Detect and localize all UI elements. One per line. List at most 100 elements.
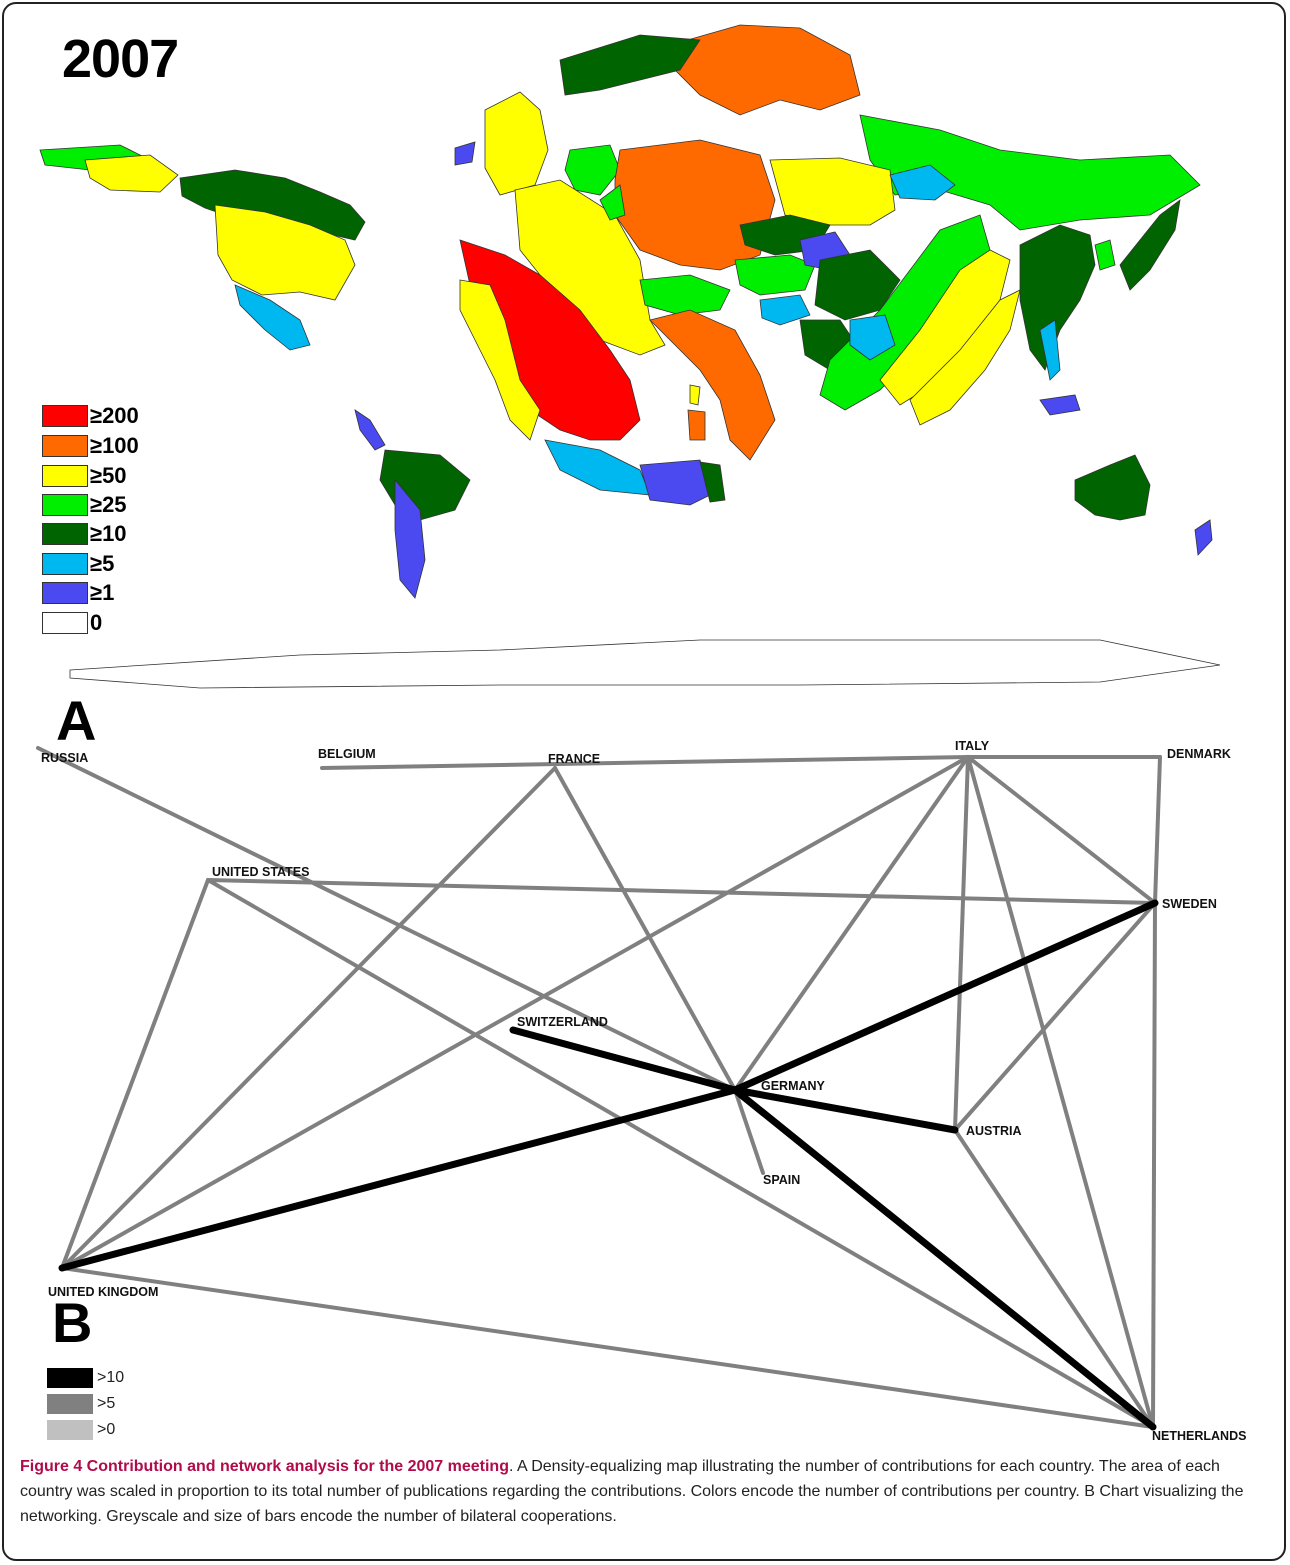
- network-edge-united_kingdom-netherlands: [60, 1266, 1155, 1429]
- legend-swatch: [42, 435, 88, 457]
- map-region-sardinia: [687, 409, 706, 441]
- legend-label: >5: [97, 1395, 116, 1412]
- network-edge-italy-austria: [953, 755, 970, 1132]
- map-region-chile-argentina: [394, 478, 426, 599]
- node-spain: SPAIN: [763, 1173, 801, 1187]
- map-legend-item: ≥1: [42, 579, 262, 607]
- node-france: FRANCE: [548, 752, 601, 766]
- legend-label: >10: [97, 1369, 125, 1386]
- node-switzerland: SWITZERLAND: [517, 1015, 608, 1029]
- node-denmark: DENMARK: [1167, 747, 1231, 761]
- legend-swatch: [42, 612, 88, 634]
- map-region-canada: [179, 169, 366, 241]
- density-equalizing-map: [39, 24, 1221, 689]
- map-region-denmark: [564, 144, 621, 196]
- network-edge-france-germany: [553, 766, 737, 1092]
- legend-swatch: [47, 1394, 93, 1414]
- map-region-austria: [734, 254, 816, 296]
- network-edge-italy-germany: [733, 755, 970, 1092]
- map-region-usa: [214, 204, 356, 301]
- map-region-korea: [1094, 239, 1116, 271]
- map-region-belgium: [599, 184, 626, 221]
- legend-swatch: [42, 465, 88, 487]
- network-edge-germany-netherlands: [731, 1086, 1157, 1431]
- legend-swatch: [42, 523, 88, 545]
- map-year-title: 2007: [62, 29, 179, 89]
- network-edge-germany-spain: [733, 1088, 765, 1175]
- map-region-south-asia: [909, 289, 1021, 426]
- legend-label: ≥100: [90, 433, 139, 458]
- network-edge-switzerland-germany: [509, 1026, 739, 1094]
- map-legend-item: 0: [42, 609, 262, 637]
- network-edge-germany-austria: [731, 1086, 959, 1134]
- network-legend-item: >0: [47, 1418, 207, 1442]
- map-region-new-zealand: [1194, 519, 1213, 556]
- legend-swatch: [47, 1420, 93, 1440]
- map-region-southeast-asia: [1039, 319, 1061, 381]
- map-region-central-america: [354, 409, 386, 451]
- legend-swatch: [42, 582, 88, 604]
- map-region-japan: [1119, 199, 1181, 291]
- map-region-australia: [1074, 454, 1151, 521]
- network-edge-united_states-united_kingdom: [60, 878, 210, 1270]
- node-belgium: BELGIUM: [318, 747, 376, 761]
- network-edge-sweden-netherlands: [1151, 901, 1157, 1429]
- network-legend-item: >5: [47, 1392, 207, 1416]
- network-edge-france-united_kingdom: [60, 766, 557, 1270]
- map-region-corsica: [689, 384, 701, 406]
- network-edge-italy-netherlands: [966, 755, 1155, 1429]
- network-edge-austria-netherlands: [953, 1128, 1155, 1429]
- legend-label: >0: [97, 1421, 116, 1438]
- map-legend-item: ≥50: [42, 462, 262, 490]
- map-legend-item: ≥200: [42, 402, 262, 430]
- network-edge-united_states-sweden: [206, 878, 1157, 905]
- map-legend-item: ≥100: [42, 432, 262, 460]
- map-region-alaska: [84, 154, 179, 193]
- node-sweden: SWEDEN: [1162, 897, 1217, 911]
- map-region-sweden: [559, 34, 701, 96]
- map-region-portugal: [459, 279, 541, 441]
- node-russia: RUSSIA: [41, 751, 89, 765]
- legend-swatch: [47, 1368, 93, 1388]
- caption-body: . A Density-equalizing map illustrating …: [20, 1458, 1244, 1525]
- map-region-iran: [889, 164, 956, 201]
- map-legend-item: ≥10: [42, 520, 262, 548]
- network-edge-sweden-austria: [953, 901, 1157, 1132]
- panel-b-label: B: [52, 1291, 93, 1354]
- map-region-antarctica: [69, 639, 1221, 689]
- node-italy: ITALY: [955, 739, 990, 753]
- map-region-egypt: [639, 459, 711, 506]
- map-region-norway-finland: [669, 24, 861, 116]
- map-region-china: [1019, 224, 1096, 371]
- map-legend-item: ≥5: [42, 550, 262, 578]
- map-region-libya: [699, 461, 726, 503]
- network-edge-germany-sweden: [731, 899, 1159, 1094]
- network-edge-belgium-italy: [320, 755, 970, 770]
- map-region-italy: [649, 309, 776, 461]
- node-germany: GERMANY: [761, 1079, 825, 1093]
- network-edge-italy-sweden: [966, 755, 1157, 905]
- map-region-hungary: [759, 294, 811, 326]
- legend-swatch: [42, 553, 88, 575]
- legend-swatch: [42, 494, 88, 516]
- network-edge-united_states-netherlands: [206, 878, 1155, 1429]
- legend-label: ≥10: [90, 521, 127, 546]
- map-region-switzerland: [639, 274, 731, 316]
- node-netherlands: NETHERLANDS: [1152, 1429, 1247, 1443]
- legend-label: ≥1: [90, 580, 115, 605]
- legend-label: ≥5: [90, 551, 115, 576]
- map-region-indonesia: [1039, 394, 1081, 416]
- network-edge-russia-germany: [36, 746, 737, 1092]
- map-legend-item: ≥25: [42, 491, 262, 519]
- map-region-iceland: [454, 141, 476, 166]
- legend-label: ≥25: [90, 492, 127, 517]
- node-austria: AUSTRIA: [966, 1124, 1022, 1138]
- map-region-uk: [484, 91, 549, 196]
- node-united-states: UNITED STATES: [212, 865, 310, 879]
- network-edge-denmark-sweden: [1153, 755, 1162, 905]
- node-united-kingdom: UNITED KINGDOM: [48, 1285, 159, 1299]
- legend-label: ≥50: [90, 463, 127, 488]
- legend-label: 0: [90, 610, 103, 635]
